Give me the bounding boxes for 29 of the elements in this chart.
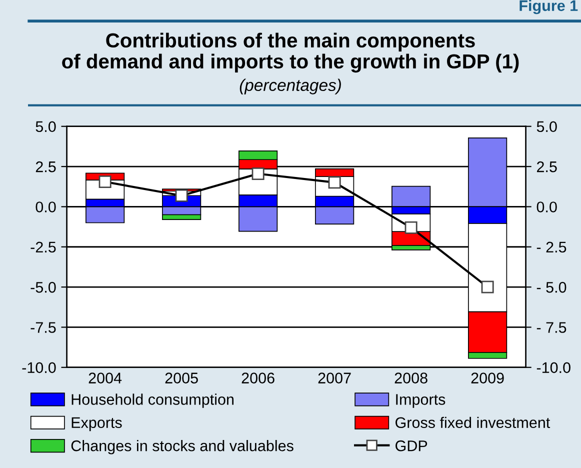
chart-subtitle: (percentages) xyxy=(240,78,341,94)
y2-tick-label: - 5.0 xyxy=(536,282,566,293)
y2-tick-label: 0.0 xyxy=(536,202,557,212)
legend-label: Exports xyxy=(72,417,122,432)
x-tick-label: 2008 xyxy=(394,372,428,384)
y-tick-label: 2.5 xyxy=(36,161,56,172)
chart-title: Contributions of the main components of demand and imports to the growth in GDP (1) xyxy=(62,32,519,73)
y2-tick-label: 5.0 xyxy=(536,121,557,132)
legend-label: Changes in stocks and valuables xyxy=(71,440,294,454)
x-tick-label: 2009 xyxy=(471,372,504,384)
y-tick-label: -2.5 xyxy=(30,242,56,253)
y2-tick-label: - 7.5 xyxy=(536,322,566,333)
y-tick-label: -7.5 xyxy=(30,322,56,333)
caption: Figure 1 xyxy=(520,0,578,14)
y-tick-label: -5.0 xyxy=(30,282,56,293)
y-tick-label: -10.0 xyxy=(22,362,56,374)
y2-tick-label: -10.0 xyxy=(536,362,570,374)
y-tick-label: 5.0 xyxy=(36,121,56,132)
x-tick-label: 2007 xyxy=(318,372,351,384)
y-tick-label: 0.0 xyxy=(36,202,56,212)
x-tick-label: 2006 xyxy=(242,372,274,384)
y2-tick-label: - 2.5 xyxy=(536,242,566,253)
legend-label: Household consumption xyxy=(72,394,234,408)
legend-label: GDP xyxy=(396,440,428,452)
legend-label: Imports xyxy=(396,394,446,408)
legend-label: Gross fixed investment xyxy=(396,416,550,428)
y2-tick-label: 2.5 xyxy=(536,161,557,172)
x-tick-label: 2004 xyxy=(88,372,122,384)
x-tick-label: 2005 xyxy=(165,372,198,384)
